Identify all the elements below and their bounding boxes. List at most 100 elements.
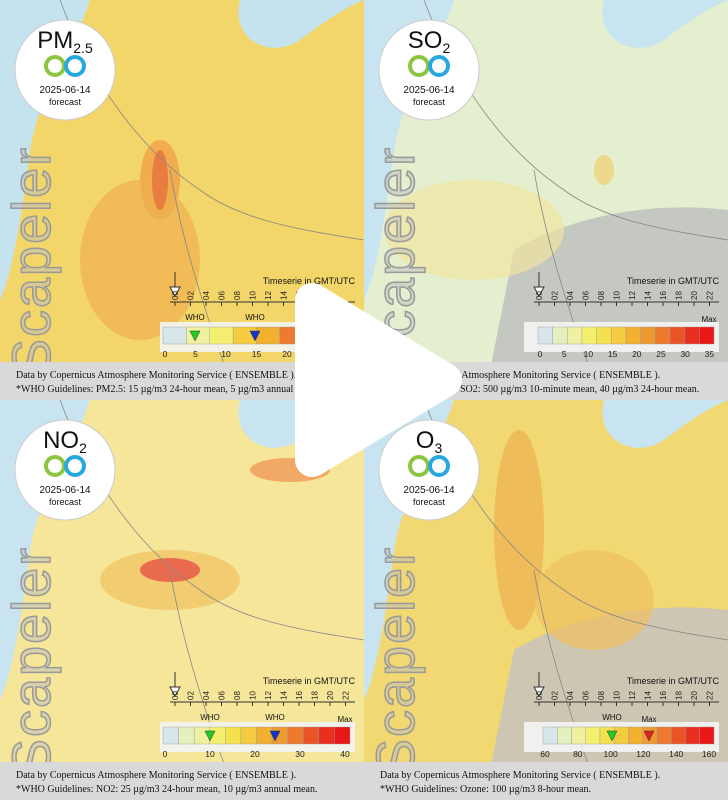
- source: Data by Copernicus Atmosphere Monitoring…: [380, 770, 660, 781]
- scale-label: 40: [340, 749, 350, 759]
- color-cell: [209, 326, 234, 345]
- scale-label: 25: [656, 349, 666, 359]
- scale-label: 30: [295, 749, 305, 759]
- logo-ring: [64, 455, 86, 477]
- color-cell: [656, 726, 672, 745]
- status: forecast: [413, 97, 446, 107]
- max-label: Max: [701, 315, 716, 324]
- hour-label: 16: [295, 691, 304, 700]
- hour-label: 06: [582, 691, 591, 700]
- hour-label: 02: [551, 291, 560, 300]
- hour-label: 12: [628, 291, 637, 300]
- footer: [0, 762, 364, 800]
- timeserie-label: Timeserie in GMT/UTC: [263, 276, 356, 286]
- pollutant: PM: [37, 27, 73, 54]
- scale-label: 10: [584, 349, 594, 359]
- who-marker: [204, 730, 216, 742]
- scale-label: 160: [702, 749, 716, 759]
- timeserie-label: Timeserie in GMT/UTC: [263, 676, 356, 686]
- hour-label: 00: [171, 691, 180, 700]
- hour-label: 22: [342, 691, 351, 700]
- hour-label: 20: [690, 291, 699, 300]
- source: Data by Copernicus Atmosphere Monitoring…: [16, 370, 296, 381]
- pollution-area: [250, 458, 330, 482]
- subscript: 2: [79, 440, 87, 456]
- color-cell: [655, 326, 671, 345]
- pollution-area: [152, 150, 168, 210]
- who-label: WHO: [245, 313, 265, 322]
- hour-label: 02: [551, 691, 560, 700]
- color-cell: [567, 326, 583, 345]
- color-cell: [225, 726, 242, 745]
- scale-label: 140: [669, 749, 683, 759]
- source: Data by Copernicus Atmosphere Monitoring…: [16, 770, 296, 781]
- color-cell: [318, 726, 335, 745]
- color-cell: [162, 326, 187, 345]
- scale-label: 120: [636, 749, 650, 759]
- hour-label: 16: [659, 691, 668, 700]
- now-marker: [169, 286, 181, 298]
- color-cell: [303, 726, 320, 745]
- pollution-area: [80, 180, 200, 340]
- hour-label: 00: [535, 691, 544, 700]
- pollution-area: [534, 550, 654, 650]
- status: forecast: [49, 497, 82, 507]
- hour-label: 08: [597, 691, 606, 700]
- hour-label: 14: [644, 691, 653, 700]
- subscript: 2.5: [73, 40, 93, 56]
- sea-north: [602, 400, 728, 448]
- hour-label: 06: [218, 691, 227, 700]
- color-cell: [669, 326, 685, 345]
- hour-label: 12: [628, 691, 637, 700]
- who-label: WHO: [200, 713, 220, 722]
- pollution-area: [594, 155, 614, 185]
- status: forecast: [49, 97, 82, 107]
- scale-label: 15: [608, 349, 618, 359]
- sea-north: [238, 0, 364, 48]
- subscript: 2: [442, 40, 450, 56]
- scale-label: 20: [282, 349, 292, 359]
- status: forecast: [413, 497, 446, 507]
- map-panel: Scapeler SO2 2025-06-14 forecast Timeserie i…: [364, 0, 728, 400]
- color-cell: [557, 726, 572, 745]
- scale-label: 15: [252, 349, 262, 359]
- scale-label: 20: [250, 749, 260, 759]
- color-cell: [699, 726, 715, 745]
- scale-label: 0: [163, 749, 168, 759]
- hour-label: 04: [566, 691, 575, 700]
- footer: [364, 762, 728, 800]
- color-cell: [596, 326, 612, 345]
- color-cell: [240, 726, 257, 745]
- color-cell: [628, 726, 643, 745]
- color-cell: [581, 326, 597, 345]
- hour-label: 22: [706, 291, 715, 300]
- color-cell: [684, 326, 700, 345]
- hour-label: 20: [326, 691, 335, 700]
- date: 2025-06-14: [39, 85, 91, 96]
- hour-label: 12: [264, 691, 273, 700]
- color-cell: [178, 726, 195, 745]
- hour-label: 00: [171, 291, 180, 300]
- color-cell: [611, 326, 627, 345]
- hour-label: 12: [264, 291, 273, 300]
- scale-label: 5: [193, 349, 198, 359]
- who-marker: [269, 730, 281, 742]
- max-label: Max: [641, 715, 656, 724]
- scale-label: 80: [573, 749, 583, 759]
- now-marker: [533, 686, 545, 698]
- who-marker: [606, 730, 618, 742]
- color-cell: [537, 326, 553, 345]
- scale-label: 5: [562, 349, 567, 359]
- who-label: WHO: [265, 713, 285, 722]
- color-cell: [640, 326, 656, 345]
- hour-label: 08: [233, 691, 242, 700]
- watermark: Scapeler: [2, 546, 62, 775]
- hour-label: 14: [644, 291, 653, 300]
- hour-label: 04: [202, 691, 211, 700]
- guidelines: *WHO Guidelines: PM2.5: 15 µg/m3 24-hour…: [16, 384, 320, 395]
- pollutant-label: NO2: [43, 427, 87, 456]
- hour-label: 16: [659, 291, 668, 300]
